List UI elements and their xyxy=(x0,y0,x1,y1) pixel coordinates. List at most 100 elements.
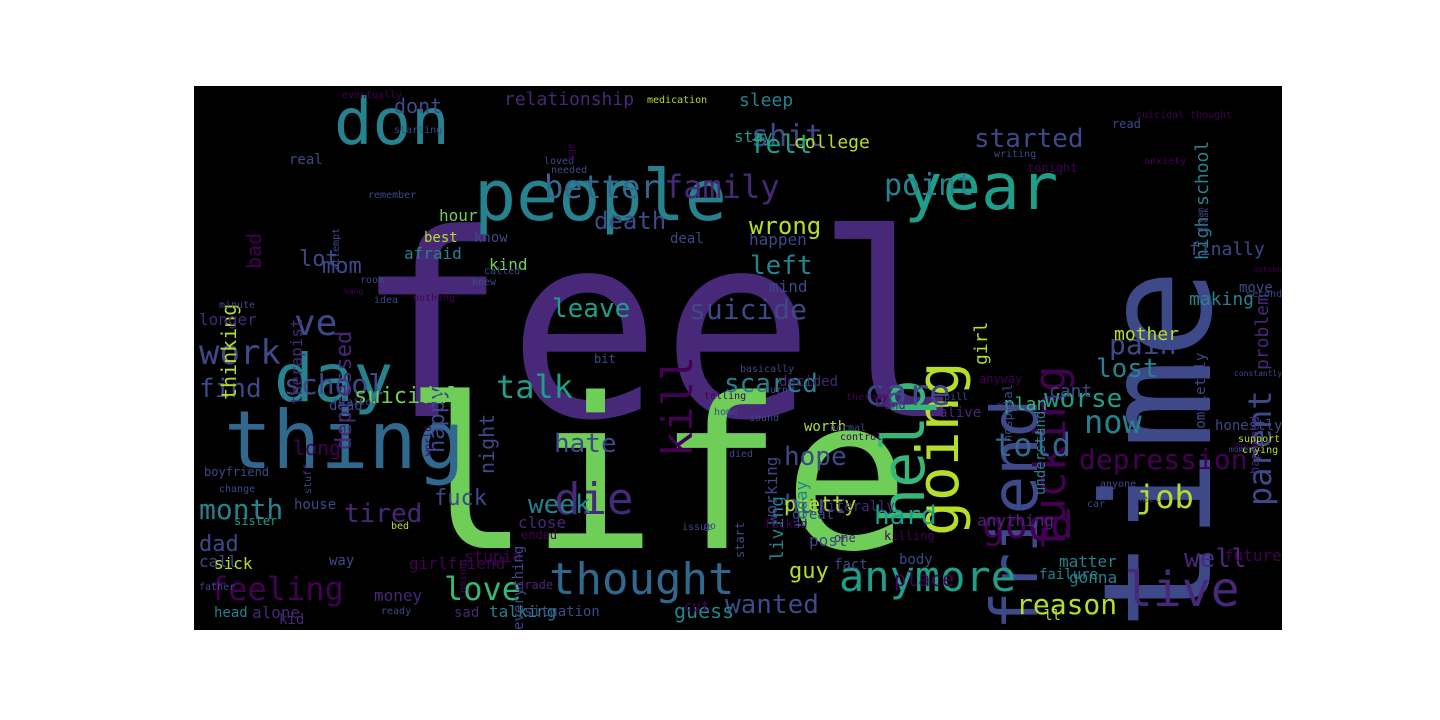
cloud-word: stay xyxy=(734,127,773,146)
cloud-word: fact xyxy=(834,557,868,573)
cloud-word: afraid xyxy=(404,244,462,263)
cloud-word: failed xyxy=(341,397,378,408)
cloud-word: basically xyxy=(740,364,795,375)
cloud-word: kind xyxy=(489,255,528,274)
cloud-word: situation xyxy=(524,604,600,620)
cloud-word: needed xyxy=(551,165,588,176)
cloud-word: plan xyxy=(1004,394,1048,415)
cloud-word: scared xyxy=(724,369,818,399)
cloud-word: future xyxy=(1224,546,1282,565)
cloud-word: much xyxy=(1234,440,1259,451)
cloud-word: suicide xyxy=(689,293,808,326)
cloud-word: head xyxy=(214,605,248,621)
cloud-word: start xyxy=(733,521,747,558)
cloud-word: eventually xyxy=(342,90,403,101)
cloud-word: relationship xyxy=(504,89,635,110)
cloud-word: control xyxy=(840,432,883,443)
cloud-word: break xyxy=(1201,207,1210,232)
cloud-word: finally xyxy=(1189,239,1265,260)
cloud-word: shit xyxy=(751,119,824,154)
cloud-word: best xyxy=(424,230,458,246)
cloud-word: life xyxy=(404,353,910,598)
cloud-word: fucked xyxy=(764,517,808,531)
cloud-word: talk xyxy=(496,368,574,406)
cloud-word: girlfriend xyxy=(409,554,506,573)
cloud-word: support xyxy=(1238,434,1281,445)
cloud-word: care xyxy=(864,373,951,414)
cloud-word: boyfriend xyxy=(204,465,270,479)
cloud-word: working xyxy=(762,456,781,524)
cloud-word: constantly xyxy=(1234,369,1282,378)
cloud-word: mind xyxy=(769,277,808,296)
cloud-word: father xyxy=(199,582,236,593)
cloud-word: day xyxy=(274,340,394,417)
cloud-word: turn xyxy=(764,385,789,396)
cloud-word: called xyxy=(484,266,521,277)
cloud-word: love xyxy=(444,570,522,608)
cloud-word: call xyxy=(199,552,238,571)
cloud-word: thought xyxy=(549,554,735,605)
cloud-word: crying xyxy=(1242,445,1279,456)
cloud-word: alone xyxy=(252,603,301,622)
cloud-word: car xyxy=(1087,499,1106,510)
cloud-word: sister xyxy=(234,514,278,528)
cloud-word: moment xyxy=(1229,445,1258,454)
cloud-word: place xyxy=(894,567,955,591)
cloud-word: medication xyxy=(647,95,708,106)
cloud-word: find xyxy=(199,374,262,404)
cloud-word: good xyxy=(982,503,1074,547)
cloud-word: longer xyxy=(199,310,257,329)
cloud-word: issue xyxy=(682,522,713,533)
cloud-word: room xyxy=(360,275,385,286)
cloud-word: honestly xyxy=(1215,418,1282,434)
cloud-word: option xyxy=(1253,265,1282,274)
cloud-word: sick xyxy=(214,554,253,573)
cloud-word: suicidal thought xyxy=(1136,110,1233,121)
cloud-word: nothing xyxy=(413,293,456,304)
cloud-word: failure xyxy=(1039,567,1099,583)
cloud-word: felt xyxy=(750,130,813,160)
cloud-word: wrong xyxy=(749,212,822,240)
cloud-word: money xyxy=(374,586,423,605)
cloud-word: great xyxy=(792,507,835,523)
cloud-word: kid xyxy=(279,612,305,628)
cloud-word: live xyxy=(1124,562,1240,618)
word-cloud: feel life time people thing year friend day goin… xyxy=(194,86,1282,630)
cloud-word: telling xyxy=(704,391,747,402)
cloud-word: well xyxy=(1184,544,1247,574)
cloud-word: died xyxy=(729,449,754,460)
cloud-word: lot xyxy=(299,247,339,272)
cloud-word: die xyxy=(554,474,634,525)
cloud-word: depression xyxy=(1079,443,1248,476)
cloud-word: guy xyxy=(789,559,829,584)
cloud-word: therapist xyxy=(287,318,306,405)
cloud-word: sleep xyxy=(739,90,794,111)
cloud-word: close xyxy=(518,513,567,532)
cloud-word: work xyxy=(199,333,281,373)
cloud-word: started xyxy=(974,124,1084,154)
cloud-word: move xyxy=(1239,280,1273,296)
cloud-word: depressed xyxy=(332,330,357,450)
cloud-word: pill xyxy=(944,392,969,403)
cloud-word: don xyxy=(334,86,450,160)
cloud-word: hurt xyxy=(784,490,847,520)
cloud-word: post xyxy=(809,531,848,550)
cloud-word: making xyxy=(1189,289,1255,310)
cloud-word: death xyxy=(594,207,667,235)
cloud-word: left xyxy=(750,251,813,281)
cloud-word: worth xyxy=(804,419,847,435)
cloud-word: problem xyxy=(1252,294,1273,370)
cloud-word: guess xyxy=(674,599,735,623)
cloud-word: better xyxy=(544,168,660,206)
cloud-word: pain xyxy=(1109,328,1177,361)
cloud-word: read xyxy=(1112,117,1141,131)
cloud-word: deal xyxy=(670,231,704,247)
cloud-word: tonight xyxy=(1027,161,1078,175)
cloud-word: girl xyxy=(971,321,992,365)
cloud-word: thing xyxy=(224,394,465,487)
cloud-word: long xyxy=(293,436,342,460)
cloud-word: dad xyxy=(199,532,239,557)
cloud-word: house xyxy=(294,497,337,513)
cloud-word: hospital xyxy=(1001,384,1015,442)
cloud-word: fuck xyxy=(434,486,487,511)
